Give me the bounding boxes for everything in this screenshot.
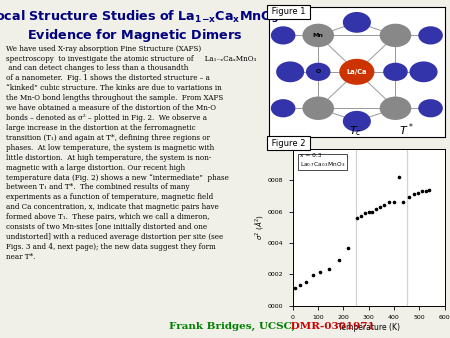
Text: Frank Bridges, UCSC,: Frank Bridges, UCSC, bbox=[169, 321, 295, 331]
Circle shape bbox=[276, 62, 304, 82]
Circle shape bbox=[418, 99, 443, 117]
Circle shape bbox=[343, 111, 371, 132]
Circle shape bbox=[418, 26, 443, 45]
Circle shape bbox=[380, 24, 411, 47]
Text: O: O bbox=[315, 69, 321, 74]
Text: $\bf{Local\ Structure\ Studies\ of\ La_{1\!-\!x}Ca_xMnO_3\!\!:}$: $\bf{Local\ Structure\ Studies\ of\ La_{… bbox=[0, 8, 283, 25]
Y-axis label: $\sigma^2$ ($\AA^2$): $\sigma^2$ ($\AA^2$) bbox=[253, 214, 265, 240]
Circle shape bbox=[383, 63, 408, 81]
Text: La/Ca: La/Ca bbox=[346, 69, 367, 75]
Text: $T_c$: $T_c$ bbox=[349, 124, 362, 138]
Text: x = 0.3
La$_{0.7}$Ca$_{0.3}$MnO$_3$: x = 0.3 La$_{0.7}$Ca$_{0.3}$MnO$_3$ bbox=[300, 153, 346, 169]
Circle shape bbox=[306, 63, 330, 81]
Text: $\bf{Evidence\ for\ Magnetic\ Dimers}$: $\bf{Evidence\ for\ Magnetic\ Dimers}$ bbox=[27, 27, 243, 44]
Circle shape bbox=[410, 62, 437, 82]
Circle shape bbox=[271, 26, 295, 45]
Text: DMR-0301971: DMR-0301971 bbox=[287, 321, 375, 331]
Text: Figure 2: Figure 2 bbox=[269, 139, 308, 148]
Text: Mn: Mn bbox=[313, 33, 324, 38]
Circle shape bbox=[302, 97, 334, 120]
X-axis label: Temperature (K): Temperature (K) bbox=[338, 323, 400, 332]
Circle shape bbox=[271, 99, 295, 117]
Text: $T^*$: $T^*$ bbox=[399, 121, 414, 138]
Circle shape bbox=[339, 59, 374, 85]
Text: We have used X-ray absorption Fine Structure (XAFS)
spectroscopy  to investigate: We have used X-ray absorption Fine Struc… bbox=[6, 45, 256, 261]
Circle shape bbox=[343, 12, 371, 33]
Circle shape bbox=[302, 24, 334, 47]
Circle shape bbox=[380, 97, 411, 120]
Text: Figure 1: Figure 1 bbox=[269, 7, 308, 17]
